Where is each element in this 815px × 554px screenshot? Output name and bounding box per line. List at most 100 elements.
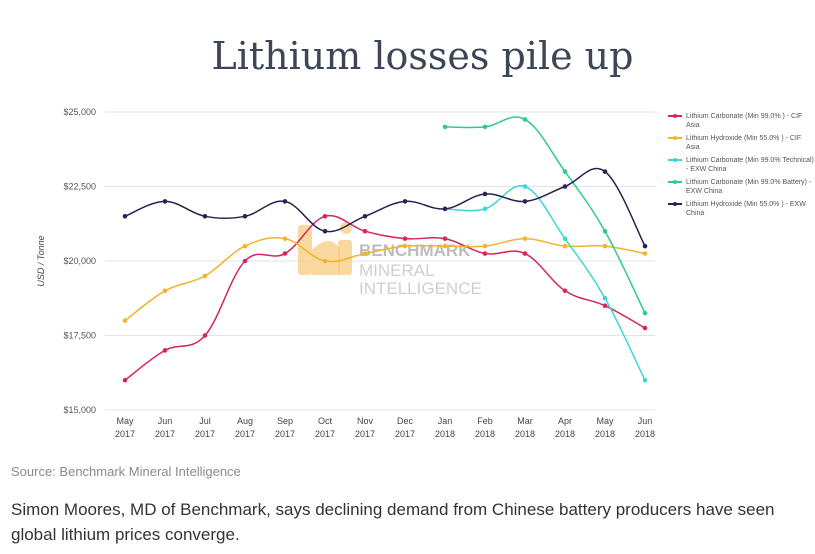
watermark-line-2: MINERAL: [359, 261, 435, 280]
data-point[interactable]: [522, 117, 528, 122]
data-point[interactable]: [642, 243, 648, 249]
series-line: [124, 167, 646, 247]
data-point[interactable]: [322, 214, 328, 219]
data-point[interactable]: [602, 169, 608, 174]
data-point[interactable]: [602, 228, 608, 234]
x-tick-label-year: 2017: [235, 429, 255, 439]
data-point[interactable]: [282, 199, 288, 204]
data-point[interactable]: [282, 236, 288, 241]
data-point[interactable]: [522, 199, 528, 204]
data-point[interactable]: [242, 243, 248, 249]
data-point[interactable]: [602, 295, 608, 301]
data-point[interactable]: [642, 310, 648, 316]
data-point[interactable]: [442, 236, 448, 241]
data-point[interactable]: [442, 206, 448, 212]
data-point[interactable]: [642, 325, 648, 331]
watermark-line-1: BENCHMARK: [359, 241, 471, 260]
data-point[interactable]: [642, 251, 648, 256]
x-tick-label-month: Apr: [558, 416, 572, 426]
data-point[interactable]: [322, 258, 328, 264]
x-tick-label-month: Jun: [638, 416, 653, 426]
y-axis-label: USD / Tonne: [36, 235, 46, 286]
data-point[interactable]: [602, 303, 608, 309]
data-point[interactable]: [482, 124, 488, 130]
series-5: [122, 167, 648, 249]
data-point[interactable]: [522, 236, 528, 241]
legend-item[interactable]: Lithium Hydroxide (Min 55.0% ) - EXW Chin…: [668, 200, 815, 218]
series-lines: [122, 116, 648, 383]
x-tick-label-year: 2017: [155, 429, 175, 439]
legend-item[interactable]: Lithium Carbonate (Min 99.0% Technical) -…: [668, 156, 815, 174]
data-point[interactable]: [122, 377, 128, 383]
legend-label: Lithium Carbonate (Min 99.0% Technical): [686, 157, 814, 164]
x-tick-label-month: Aug: [237, 416, 253, 426]
x-tick-label-year: 2017: [395, 429, 415, 439]
x-tick-label-year: 2018: [475, 429, 495, 439]
data-point[interactable]: [362, 214, 368, 219]
data-point[interactable]: [562, 169, 568, 174]
y-tick-label: $20,000: [63, 256, 96, 266]
data-point[interactable]: [122, 214, 128, 219]
data-point[interactable]: [322, 228, 328, 234]
x-tick-label-month: Nov: [357, 416, 374, 426]
watermark-line-3: INTELLIGENCE: [359, 279, 482, 298]
data-point[interactable]: [482, 206, 488, 212]
chart-title: Lithium losses pile up: [211, 34, 634, 78]
legend-label: Lithium Carbonate (Min 99.0% ) - CIF: [686, 113, 803, 120]
data-point[interactable]: [402, 243, 408, 249]
data-point[interactable]: [602, 243, 608, 249]
y-tick-label: $17,500: [63, 331, 96, 341]
data-point[interactable]: [562, 288, 568, 294]
data-point[interactable]: [202, 333, 208, 338]
article-caption: Simon Moores, MD of Benchmark, says decl…: [11, 500, 775, 544]
data-point[interactable]: [162, 199, 168, 204]
x-tick-label-month: Jul: [199, 416, 211, 426]
data-point[interactable]: [482, 251, 488, 256]
legend-swatch-icon: [668, 202, 682, 206]
x-tick-label-year: 2018: [435, 429, 455, 439]
data-point[interactable]: [562, 236, 568, 241]
data-point[interactable]: [442, 124, 448, 130]
data-point[interactable]: [162, 348, 168, 353]
x-tick-label-year: 2018: [635, 429, 655, 439]
data-point[interactable]: [402, 199, 408, 204]
legend-item[interactable]: Lithium Hydroxide (Min 55.0% ) - CIF Asia: [668, 134, 815, 152]
data-point[interactable]: [442, 243, 448, 249]
data-point[interactable]: [122, 318, 128, 323]
x-tick-label-year: 2018: [515, 429, 535, 439]
data-point[interactable]: [482, 191, 488, 197]
series-2: [122, 236, 648, 323]
series-line: [124, 214, 646, 381]
series-1: [122, 214, 648, 383]
data-point[interactable]: [562, 243, 568, 249]
data-point[interactable]: [562, 184, 568, 189]
x-axis-ticks: May 2017 Jun 2017 Jul 2017 Aug 2017 Sep 2017 Oct 20…: [115, 416, 655, 439]
x-tick-label-month: Oct: [318, 416, 333, 426]
legend-label: EXW China: [686, 188, 723, 195]
y-tick-label: $25,000: [63, 107, 96, 117]
data-point[interactable]: [162, 288, 168, 294]
legend-item[interactable]: Lithium Carbonate (Min 99.0% Battery) - E…: [668, 178, 815, 196]
legend-swatch-icon: [668, 180, 682, 184]
x-tick-label-year: 2017: [315, 429, 335, 439]
data-point[interactable]: [202, 273, 208, 279]
data-point[interactable]: [362, 251, 368, 256]
legend-label: Lithium Hydroxide (Min 55.0% ) - CIF: [686, 135, 802, 142]
data-point[interactable]: [242, 214, 248, 219]
data-point[interactable]: [522, 251, 528, 256]
x-tick-label-month: Feb: [477, 416, 493, 426]
data-point[interactable]: [482, 243, 488, 249]
data-point[interactable]: [402, 236, 408, 241]
x-tick-label-year: 2018: [555, 429, 575, 439]
x-tick-label-year: 2017: [115, 429, 135, 439]
series-4: [442, 116, 648, 316]
data-point[interactable]: [642, 377, 648, 383]
data-point[interactable]: [522, 184, 528, 189]
y-axis-ticks: $15,000 $17,500 $20,000 $22,500 $25,000: [63, 107, 96, 415]
y-tick-label: $15,000: [63, 405, 96, 415]
data-point[interactable]: [362, 228, 368, 234]
data-point[interactable]: [242, 258, 248, 264]
legend-item[interactable]: Lithium Carbonate (Min 99.0% ) - CIF Asia: [668, 112, 815, 130]
data-point[interactable]: [282, 251, 288, 256]
data-point[interactable]: [202, 214, 208, 219]
